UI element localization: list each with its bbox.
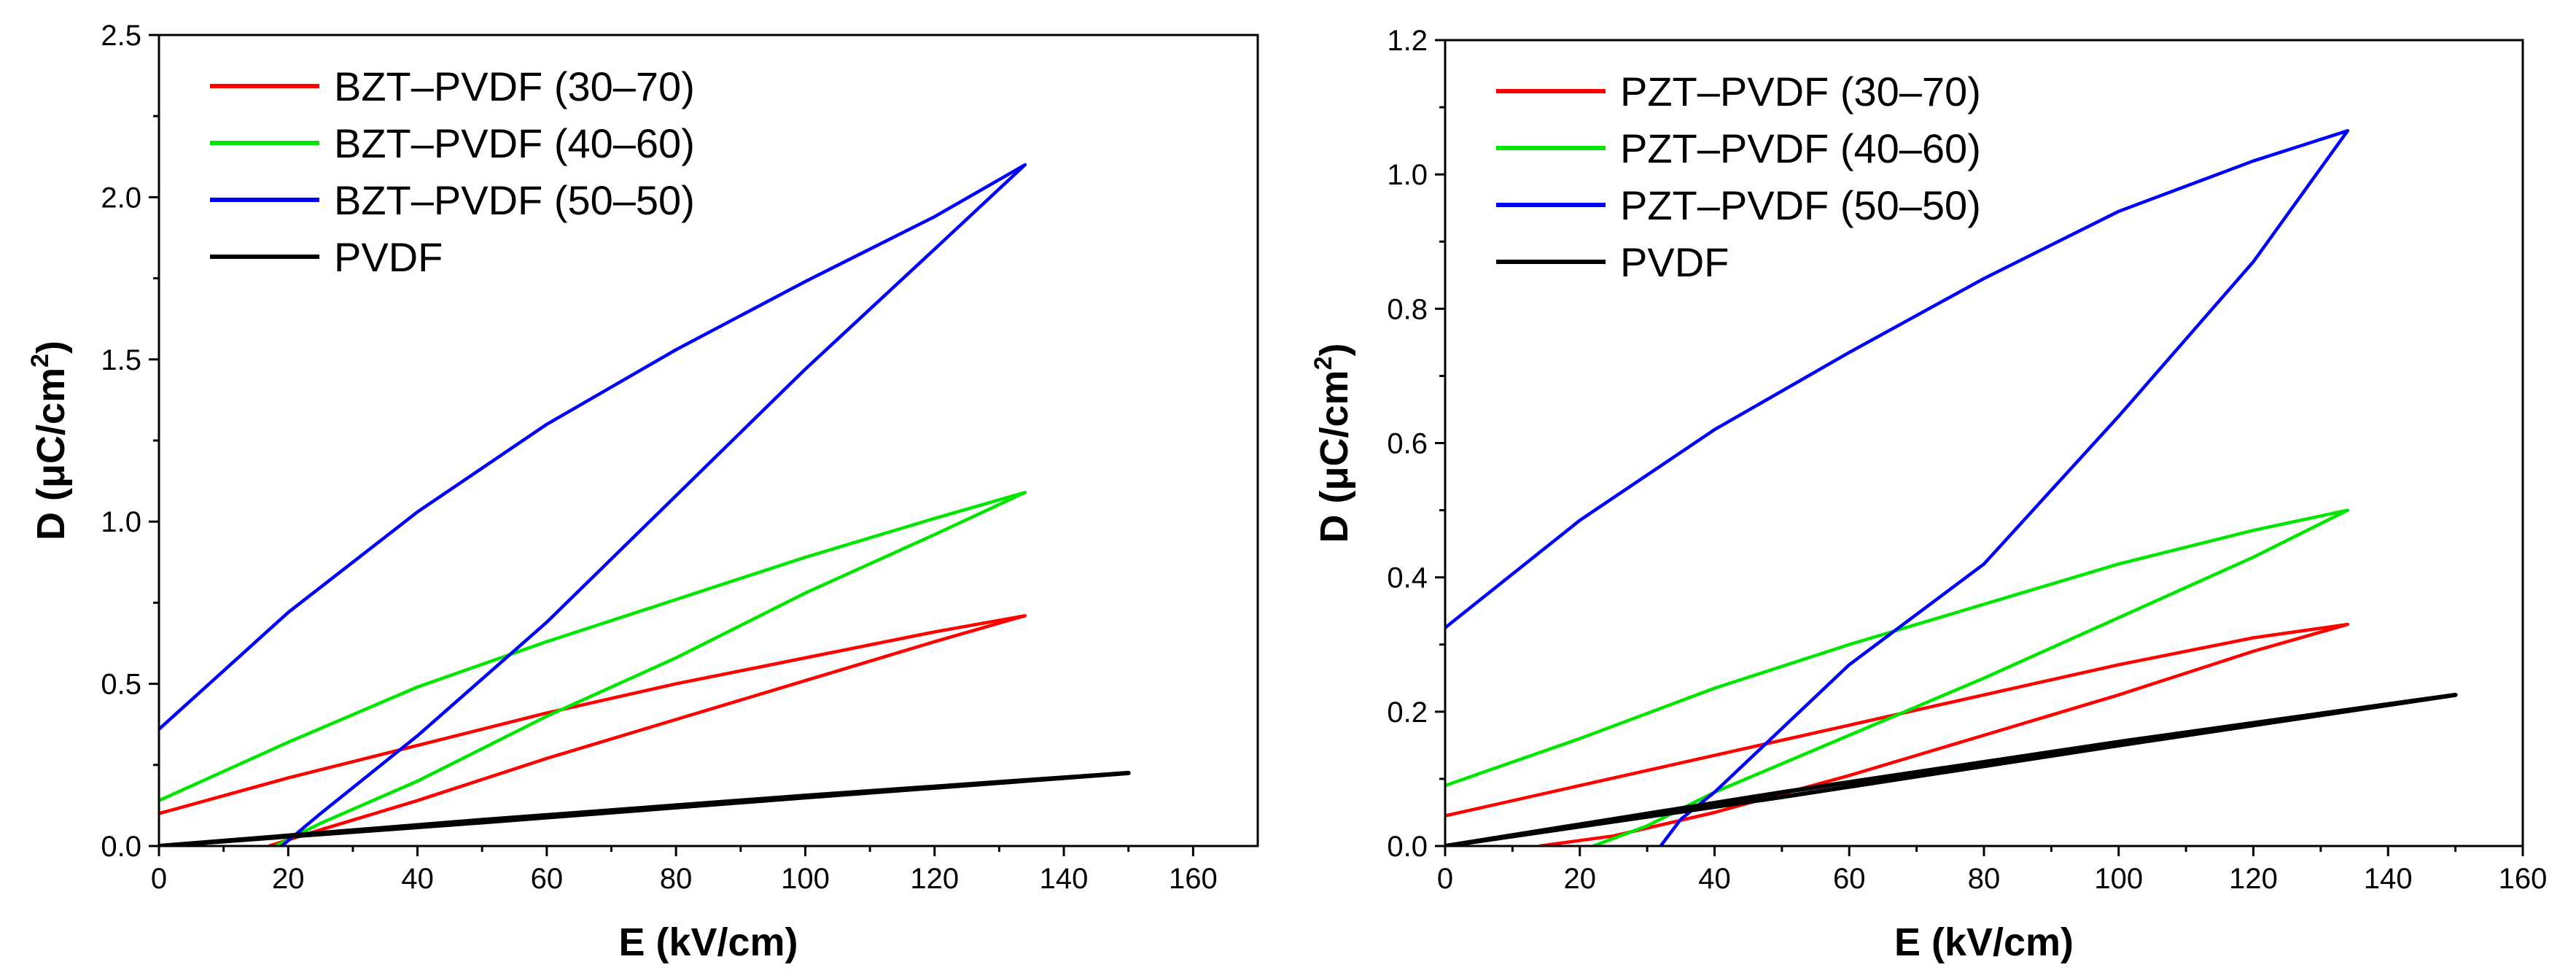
legend-label: PVDF [1620,239,1729,285]
series-line-1 [1445,508,2350,846]
series-line-1 [159,490,1027,846]
y-tick-label: 0.4 [1387,562,1428,594]
x-axis-title: E (kV/cm) [618,920,798,964]
legend-label: PZT–PVDF (30–70) [1620,69,1981,115]
y-tick-label: 0.6 [1387,428,1428,460]
legend-label: BZT–PVDF (50–50) [334,177,695,223]
x-tick-label: 160 [1169,863,1218,895]
x-tick-label: 60 [531,863,564,895]
chart-bzt-pvdf: 0 20 40 60 80 100 120 140 160 0.0 0.5 1.0 1.5 2.0 2.5 E… [26,20,1259,964]
plot-frame [1444,39,2524,847]
y-tick-label: 2.0 [101,182,141,214]
x-tick-label: 0 [1437,863,1453,895]
y-axis-title-main: D (μC/cm [29,368,73,540]
y-tick-label: 0.0 [101,831,141,863]
plot-frame [157,34,1259,847]
series-line-0 [1445,622,2350,846]
x-tick-label: 20 [272,863,305,895]
x-tick-label: 20 [1564,863,1597,895]
x-tick-label: 160 [2499,863,2548,895]
x-tick-label: 140 [2364,863,2413,895]
y-axis-title-sup: 2 [1310,356,1337,370]
y-tick-label: 0.5 [101,669,141,701]
y-axis-title-close: ) [29,341,73,354]
y-axis-title: D (μC/cm2) [26,341,73,540]
series-line-3 [1445,692,2458,846]
y-tick-label: 0.2 [1387,697,1428,729]
y-tick-label: 1.0 [101,506,141,538]
series-line-0 [159,613,1027,846]
y-tick-label: 0.0 [1387,831,1428,863]
x-tick-label: 140 [1040,863,1089,895]
x-tick-label: 80 [1968,863,2001,895]
y-tick-label: 1.5 [101,344,141,376]
x-tick-label: 0 [151,863,167,895]
series-line-2 [159,163,1027,846]
legend-label: BZT–PVDF (30–70) [334,63,695,109]
y-tick-label: 2.5 [101,20,141,52]
y-axis-title-sup: 2 [26,354,54,368]
y-axis-title-main: D (μC/cm [1312,370,1356,543]
x-tick-label: 60 [1833,863,1866,895]
x-tick-label: 40 [1698,863,1731,895]
x-tick-label: 120 [2229,863,2278,895]
y-tick-label: 1.0 [1387,159,1428,191]
series-line-3 [159,770,1131,846]
legend-label: BZT–PVDF (40–60) [334,120,695,166]
legend-label: PZT–PVDF (40–60) [1620,125,1981,171]
legend-label: PZT–PVDF (50–50) [1620,182,1981,228]
x-tick-label: 40 [401,863,434,895]
legend-label: PVDF [334,234,443,280]
x-tick-label: 100 [781,863,830,895]
y-tick-label: 1.2 [1387,25,1428,57]
y-tick-label: 0.8 [1387,293,1428,325]
chart-pzt-pvdf: 0 20 40 60 80 100 120 140 160 0.0 0.2 0.4 0.6 0.8 1.0 1… [1310,25,2547,964]
series-group [159,163,1131,846]
y-axis-title: D (μC/cm2) [1310,344,1356,543]
x-tick-label: 120 [910,863,959,895]
x-axis-title: E (kV/cm) [1894,920,2074,964]
y-axis-title-close: ) [1312,344,1356,357]
x-tick-label: 100 [2094,863,2143,895]
series-group [1445,129,2458,846]
x-tick-label: 80 [660,863,693,895]
series-line-2 [1445,129,2350,846]
